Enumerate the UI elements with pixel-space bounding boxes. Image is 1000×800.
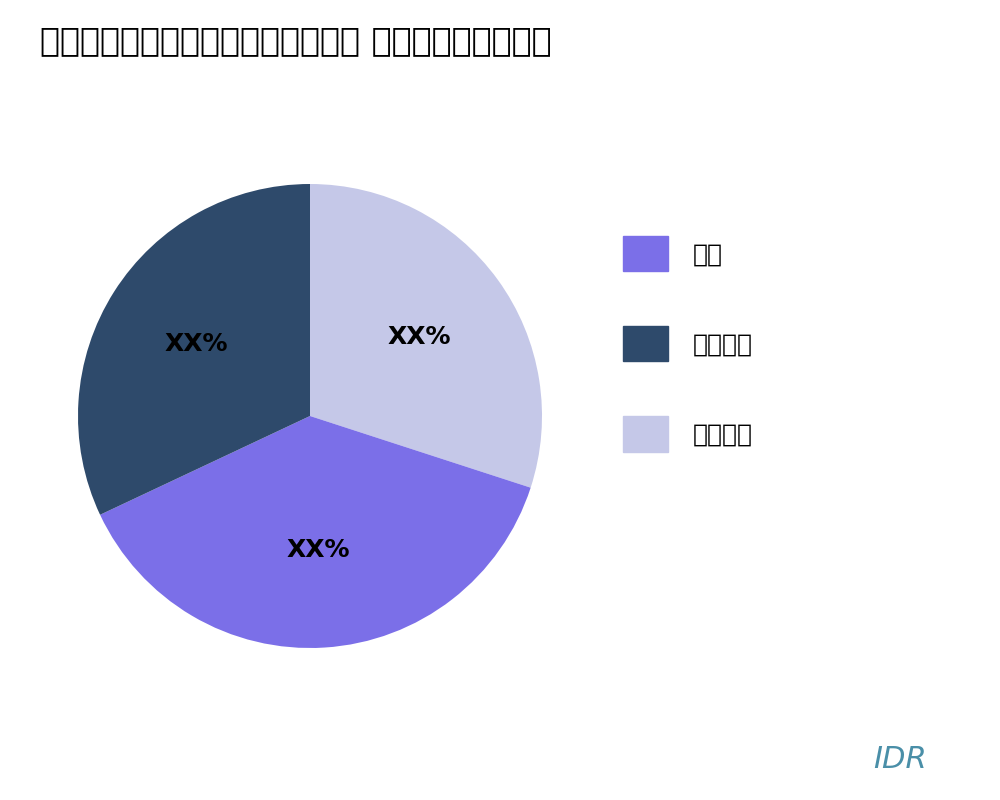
- Wedge shape: [78, 184, 310, 514]
- Wedge shape: [310, 184, 542, 488]
- Text: オンラインテイクアウトと食品配達 タイプ別の市場分析: オンラインテイクアウトと食品配達 タイプ別の市場分析: [40, 24, 552, 57]
- Text: IDR: IDR: [873, 746, 927, 774]
- Text: XX%: XX%: [387, 325, 451, 349]
- Legend: 配達, 取り除く, 取り除く: 配達, 取り除く, 取り除く: [612, 226, 763, 462]
- Wedge shape: [100, 416, 531, 648]
- Text: XX%: XX%: [165, 332, 228, 356]
- Text: XX%: XX%: [287, 538, 350, 562]
